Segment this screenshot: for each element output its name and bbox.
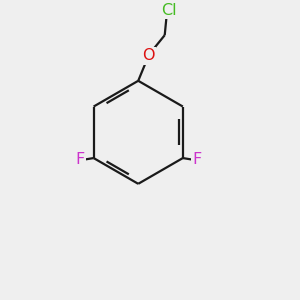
Text: Cl: Cl (161, 3, 177, 18)
Text: O: O (142, 48, 155, 63)
Text: F: F (75, 152, 85, 167)
Text: F: F (192, 152, 201, 167)
